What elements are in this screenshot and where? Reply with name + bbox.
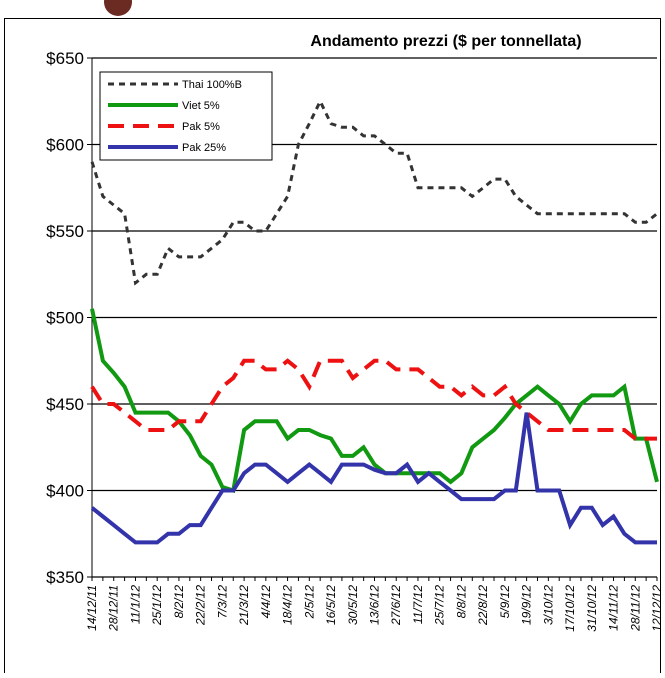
x-tick-label: 8/2/12 <box>172 585 186 619</box>
line-series <box>90 412 657 545</box>
x-tick-label: 17/10/12 <box>563 585 577 632</box>
x-tick-label: 2/5/12 <box>302 585 316 620</box>
x-tick-label: 14/12/11 <box>85 585 99 631</box>
y-tick-label: $550 <box>46 222 84 241</box>
x-tick-label: 5/9/12 <box>498 585 512 619</box>
line-series <box>90 308 659 494</box>
x-tick-label: 11/1/12 <box>128 585 142 624</box>
x-tick-label: 25/1/12 <box>150 585 164 626</box>
line-series <box>90 358 657 441</box>
x-tick-label: 31/10/12 <box>585 585 599 632</box>
x-tick-label: 30/5/12 <box>346 585 360 625</box>
x-tick-label: 25/7/12 <box>433 585 447 626</box>
logo <box>104 0 132 16</box>
y-tick-label: $400 <box>46 482 84 501</box>
x-tick-label: 16/5/12 <box>324 585 338 625</box>
x-tick-label: 22/2/12 <box>194 585 208 626</box>
x-tick-label: 19/9/12 <box>520 585 534 625</box>
line-series <box>90 97 658 286</box>
x-tick-label: 18/4/12 <box>281 585 295 625</box>
x-tick-label: 4/4/12 <box>259 585 273 619</box>
chart-title: Andamento prezzi ($ per tonnellata) <box>310 33 581 50</box>
y-tick-label: $500 <box>46 309 84 328</box>
x-tick-label: 13/6/12 <box>368 585 382 625</box>
legend-label: Pak 25% <box>182 142 226 154</box>
x-tick-label: 7/3/12 <box>215 585 229 619</box>
x-tick-label: 11/7/12 <box>411 585 425 624</box>
y-tick-label: $600 <box>46 136 84 155</box>
x-tick-label: 22/8/12 <box>476 585 490 626</box>
x-tick-label: 14/11/12 <box>607 585 621 631</box>
x-tick-label: 27/6/12 <box>389 585 403 626</box>
x-tick-label: 12/12/12 <box>650 585 664 632</box>
x-tick-label: 8/8/12 <box>454 585 468 619</box>
x-tick-label: 28/12/11 <box>107 585 121 632</box>
x-tick-label: 21/3/12 <box>237 585 251 626</box>
legend-label: Thai 100%B <box>182 79 242 91</box>
chart-border <box>4 18 661 678</box>
y-tick-label: $650 <box>46 49 84 68</box>
y-tick-label: $350 <box>46 568 84 587</box>
x-tick-label: 3/10/12 <box>541 585 555 625</box>
y-tick-label: $450 <box>46 395 84 414</box>
legend-label: Viet 5% <box>182 100 220 112</box>
x-tick-label: 28/11/12 <box>628 585 642 632</box>
legend-label: Pak 5% <box>182 121 220 133</box>
